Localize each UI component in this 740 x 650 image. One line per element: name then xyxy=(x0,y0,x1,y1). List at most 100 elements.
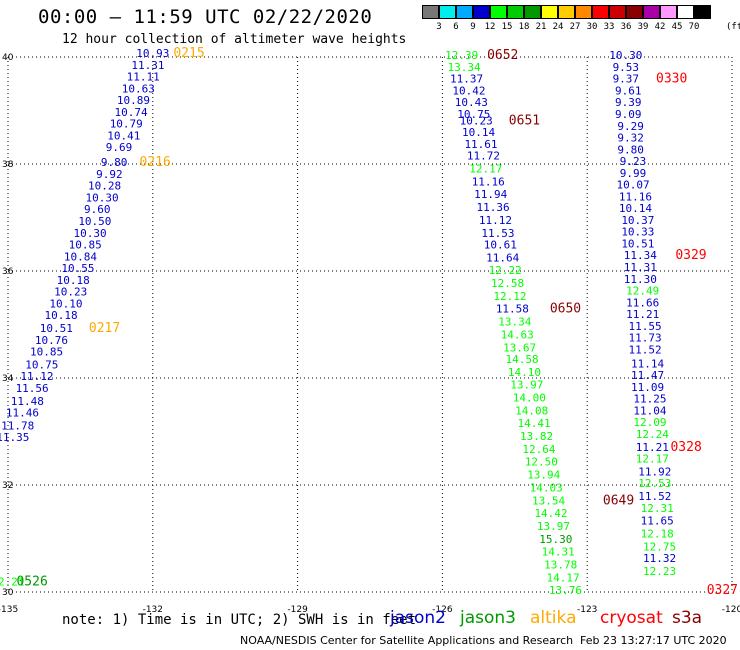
footer-source: NOAA/NESDIS Center for Satellite Applica… xyxy=(240,634,574,647)
legend-label: 24 xyxy=(552,22,564,32)
y-tick-label: 40 xyxy=(2,53,14,63)
data-label-s3a: 12.17 xyxy=(469,163,502,176)
time-label: 0217 xyxy=(89,321,120,336)
data-label-altika: 10.51 xyxy=(40,322,73,335)
data-label-s3a: 10.14 xyxy=(462,126,495,139)
legend-swatch xyxy=(643,5,660,19)
x-tick-label: -120 xyxy=(722,605,740,615)
data-label-s3a: 14.42 xyxy=(534,507,567,520)
legend-swatch xyxy=(456,5,473,19)
data-label-s3a: 13.82 xyxy=(520,430,553,443)
data-label-s3a: 13.97 xyxy=(510,379,543,392)
data-label-s3a: 13.67 xyxy=(503,341,536,354)
satellite-altika: altika xyxy=(530,608,577,628)
note-text: note: 1) Time is in UTC; 2) SWH is in fe… xyxy=(62,612,417,628)
time-label: 0328 xyxy=(670,440,701,455)
data-label-jason3: 11.25 xyxy=(633,393,666,406)
data-label-altika: 11.35 xyxy=(0,431,29,444)
data-label-jason3: 11.73 xyxy=(629,332,662,345)
data-label-s3a: 13.54 xyxy=(532,494,565,507)
y-tick-label: 38 xyxy=(2,160,14,170)
data-label-s3a: 11.58 xyxy=(496,303,529,316)
data-label-s3a: 11.64 xyxy=(486,251,519,264)
data-label-s3a: 14.31 xyxy=(542,546,575,559)
legend-swatch xyxy=(422,5,439,19)
legend-swatch xyxy=(524,5,541,19)
data-label-s3a: 13.34 xyxy=(448,61,481,74)
data-label-altika: 9.80 xyxy=(101,156,128,169)
data-label-jason3: 10.07 xyxy=(616,179,649,192)
data-label-s3a: 12.12 xyxy=(493,290,526,303)
data-label-jason3: 9.32 xyxy=(617,132,644,145)
legend-swatch xyxy=(473,5,490,19)
data-label-jason3: 9.61 xyxy=(615,84,642,97)
legend-swatch xyxy=(592,5,609,19)
data-label-jason3: 12.09 xyxy=(633,416,666,429)
data-label-altika: 11.46 xyxy=(6,407,39,420)
data-label-jason3: 11.52 xyxy=(638,490,671,503)
data-label-altika: 10.89 xyxy=(117,94,150,107)
data-label-altika: 10.18 xyxy=(57,274,90,287)
data-label-s3a: 13.76 xyxy=(549,584,582,597)
legend-label: 12 xyxy=(484,22,496,32)
data-label-jason3: 12.24 xyxy=(636,428,669,441)
satellite-jason2: jason2 xyxy=(390,608,446,628)
data-label-altika: 10.30 xyxy=(73,227,106,240)
satellite-s3a: s3a xyxy=(672,608,703,628)
data-label-s3a: 12.64 xyxy=(522,443,555,456)
data-label-altika: 11.78 xyxy=(1,419,34,432)
data-label-s3a: 14.10 xyxy=(508,366,541,379)
data-label-jason3: 11.52 xyxy=(629,343,662,356)
data-label-s3a: 10.43 xyxy=(455,96,488,109)
data-label-altika: 10.23 xyxy=(54,286,87,299)
time-label: 0649 xyxy=(603,493,634,508)
data-label-s3a: 14.17 xyxy=(547,571,580,584)
data-label-jason3: 12.31 xyxy=(641,502,674,515)
x-tick-label: -129 xyxy=(287,605,308,615)
legend-label: 18 xyxy=(518,22,530,32)
data-label-s3a: 13.34 xyxy=(498,316,531,329)
legend-swatch xyxy=(490,5,507,19)
data-label-jason3: 9.80 xyxy=(617,143,644,156)
data-label-altika: 10.76 xyxy=(35,334,68,347)
data-label-jason3: 12.75 xyxy=(643,540,676,553)
legend-swatch xyxy=(558,5,575,19)
data-label-jason3: 11.65 xyxy=(641,515,674,528)
legend-swatch xyxy=(677,5,694,19)
data-label-jason3: 12.49 xyxy=(626,285,659,298)
time-label: 0651 xyxy=(509,113,540,128)
time-label: 0650 xyxy=(550,302,581,317)
data-label-altika: 11.48 xyxy=(11,395,44,408)
time-label: 0526 xyxy=(16,575,47,590)
x-tick-label: -126 xyxy=(432,605,453,615)
data-label-jason3: 12.18 xyxy=(641,527,674,540)
data-label-altika: 10.28 xyxy=(88,180,121,193)
legend-label: 70 xyxy=(688,22,700,32)
legend-label: 15 xyxy=(501,22,513,32)
data-label-jason3: 9.09 xyxy=(615,108,642,121)
data-label-s3a: 15.30 xyxy=(539,533,572,546)
x-tick-label: -132 xyxy=(143,605,163,615)
data-label-altika: 10.74 xyxy=(115,106,148,119)
data-label-jason3: 9.99 xyxy=(620,167,647,180)
legend-label: 21 xyxy=(535,22,547,32)
data-label-jason3: 10.33 xyxy=(621,226,654,239)
data-label-s3a: 11.16 xyxy=(472,175,505,188)
data-label-altika: 11.11 xyxy=(127,71,160,84)
legend-label: 30 xyxy=(586,22,598,32)
data-label-altika: 11.56 xyxy=(16,382,49,395)
data-label-s3a: 11.12 xyxy=(479,214,512,227)
data-label-altika: 10.10 xyxy=(49,297,82,310)
data-label-s3a: 12.39 xyxy=(445,49,478,62)
data-label-altika: 10.18 xyxy=(45,309,78,322)
data-label-altika: 10.41 xyxy=(107,129,140,142)
data-label-s3a: 14.63 xyxy=(501,328,534,341)
data-label-altika: 9.92 xyxy=(96,168,123,181)
data-label-s3a: 14.41 xyxy=(518,417,551,430)
legend-label: 39 xyxy=(637,22,649,32)
data-label-jason3: 11.92 xyxy=(638,465,671,478)
data-label-altika: 10.30 xyxy=(86,191,119,204)
data-label-s3a: 10.42 xyxy=(452,84,485,97)
